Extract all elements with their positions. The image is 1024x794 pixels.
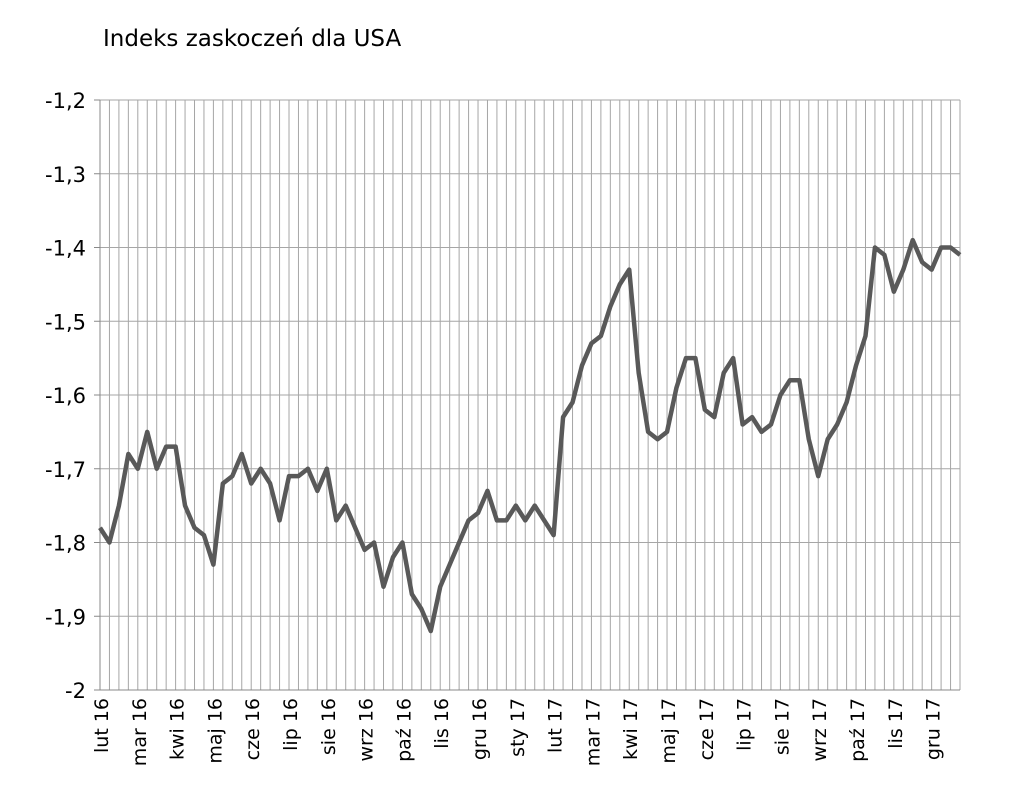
y-tick-label: -1,9 — [45, 605, 86, 629]
x-tick-label: lut 16 — [91, 698, 113, 753]
x-tick-label: mar 16 — [129, 698, 151, 766]
x-tick-label: lis 16 — [431, 698, 453, 749]
x-tick-label: paź 16 — [393, 698, 415, 762]
x-tick-label: mar 17 — [582, 698, 604, 766]
x-tick-label: lis 17 — [885, 698, 907, 749]
x-tick-label: sie 17 — [771, 698, 793, 755]
x-tick-label: wrz 16 — [356, 698, 378, 762]
y-tick-label: -1,7 — [45, 458, 86, 482]
x-tick-label: gru 17 — [923, 698, 945, 760]
x-tick-label: sty 17 — [507, 698, 529, 757]
y-tick-label: -1,3 — [45, 163, 86, 187]
x-tick-label: cze 17 — [696, 698, 718, 760]
y-tick-label: -1,2 — [45, 89, 86, 113]
y-tick-label: -1,6 — [45, 384, 86, 408]
x-tick-label: sie 16 — [318, 698, 340, 755]
y-tick-label: -1,4 — [45, 237, 86, 261]
x-tick-label: cze 16 — [242, 698, 264, 760]
x-tick-label: paź 17 — [847, 698, 869, 762]
y-tick-label: -1,5 — [45, 310, 86, 334]
y-tick-label: -2 — [65, 679, 86, 703]
x-tick-label: lip 16 — [280, 698, 302, 751]
x-tick-label: kwi 17 — [620, 698, 642, 760]
y-tick-label: -1,8 — [45, 532, 86, 556]
x-tick-label: kwi 16 — [167, 698, 189, 760]
x-tick-label: lut 17 — [545, 698, 567, 753]
series-line — [98, 237, 962, 634]
x-tick-label: gru 16 — [469, 698, 491, 760]
x-tick-label: maj 16 — [204, 698, 226, 764]
x-tick-label: lip 17 — [734, 698, 756, 751]
x-tick-label: wrz 17 — [809, 698, 831, 762]
chart-title: Indeks zaskoczeń dla USA — [103, 26, 401, 52]
x-tick-label: maj 17 — [658, 698, 680, 764]
